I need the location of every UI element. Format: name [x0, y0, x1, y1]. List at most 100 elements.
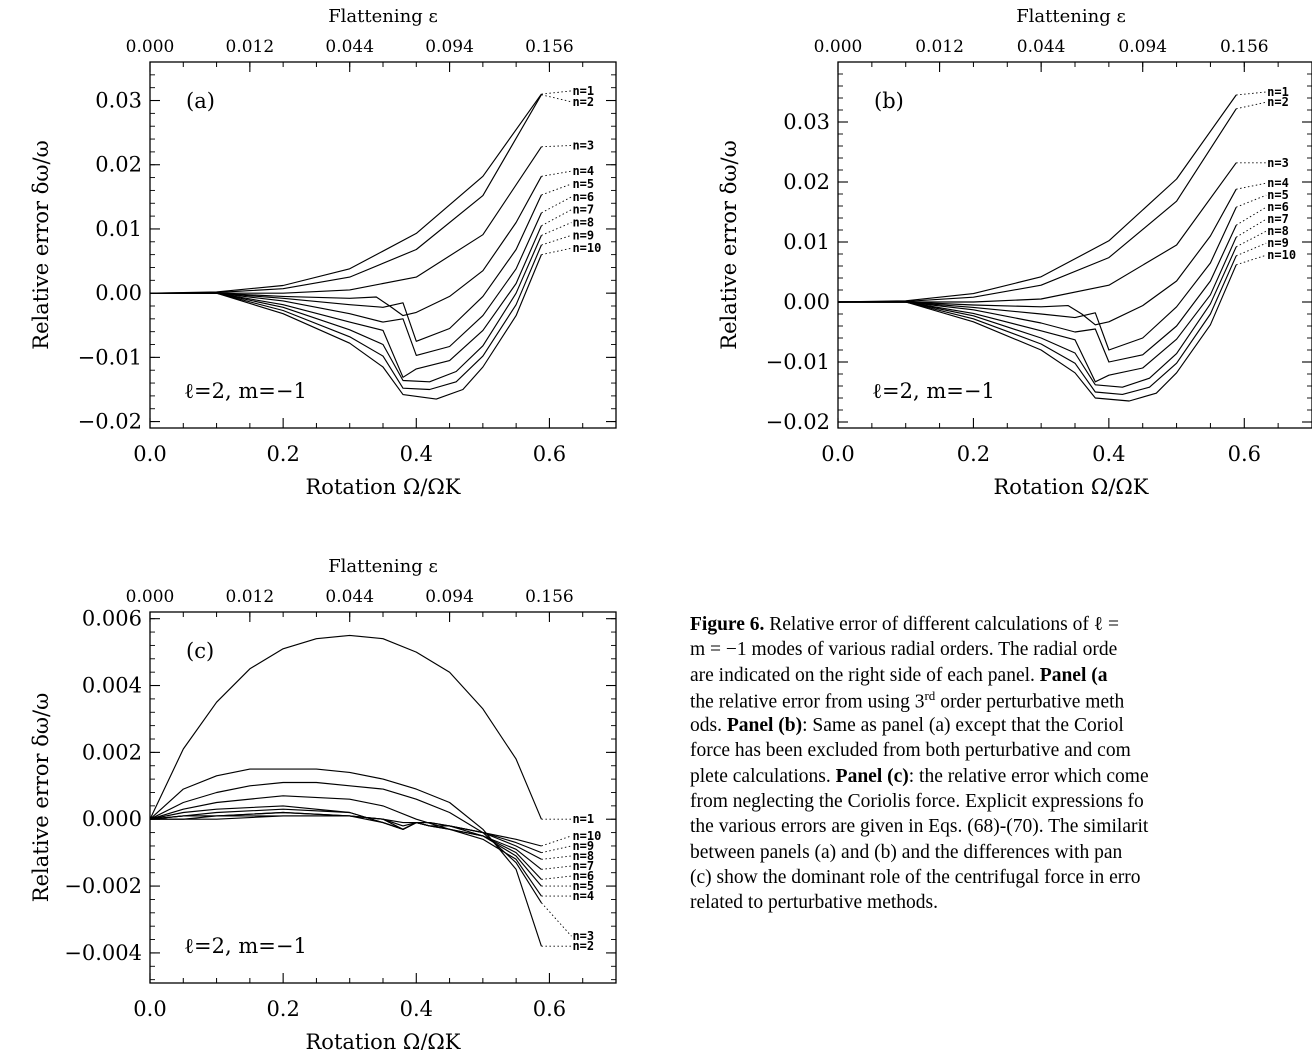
- series-label-n=4: n=4: [572, 164, 594, 178]
- panel-label: (a): [186, 89, 215, 113]
- series-label-n=8: n=8: [572, 216, 594, 230]
- series-line-n=4: [150, 176, 542, 317]
- series-line-n=2: [149, 94, 542, 294]
- parameter-annotation: ℓ=2, m=−1: [184, 934, 307, 958]
- top-tick-label: 0.156: [525, 37, 574, 57]
- x-tick-label: 0.0: [133, 442, 166, 466]
- top-tick-label: 0.094: [425, 37, 474, 57]
- series-label-n=9: n=9: [1267, 236, 1289, 250]
- caption-line: are indicated on the right side of each …: [690, 663, 1312, 688]
- x-tick-label: 0.0: [133, 997, 166, 1021]
- caption-text: the various errors are given in Eqs. (68…: [690, 816, 1149, 838]
- series-label-n=3: n=3: [1267, 156, 1289, 170]
- series-line-n=5: [838, 206, 1237, 351]
- caption-line: plete calculations. Panel (c): the relat…: [690, 764, 1312, 789]
- series-leader-n=10: [1236, 254, 1267, 266]
- caption-text: : the relative error which come: [908, 765, 1149, 787]
- caption-text: Relative error of different calculations…: [764, 614, 1119, 635]
- y-tick-label: −0.002: [64, 874, 142, 898]
- series-leader-n=10: [541, 835, 572, 847]
- series-line-n=9: [150, 815, 542, 854]
- series-label-n=10: n=10: [572, 829, 601, 843]
- series-line-n=9: [838, 255, 1237, 395]
- x-axis-title: Rotation Ω/ΩK: [306, 1030, 461, 1050]
- series-label-n=9: n=9: [572, 228, 594, 242]
- y-tick-label: 0.02: [783, 170, 830, 194]
- y-tick-label: −0.01: [78, 345, 142, 369]
- x-tick-label: 0.4: [400, 997, 433, 1021]
- x-tick-label: 0.2: [266, 442, 299, 466]
- caption-text: from neglecting the Coriolis force. Expl…: [690, 791, 1144, 813]
- figure-caption: Figure 6. Relative error of different ca…: [690, 612, 1312, 916]
- y-tick-label: 0.006: [82, 607, 142, 631]
- x-axis-title: Rotation Ω/ΩK: [994, 475, 1149, 499]
- y-tick-label: 0.00: [783, 290, 830, 314]
- panel-label: (b): [874, 89, 904, 113]
- parameter-annotation: ℓ=2, m=−1: [184, 379, 307, 403]
- top-tick-label: 0.044: [325, 37, 374, 57]
- caption-text: plete calculations.: [690, 765, 836, 787]
- series-line-n=1: [149, 93, 542, 294]
- chart-panel-2: 0.0 0.2 0.4 0.6 0.000 0.012 0.044 0.094 0.156 Fla…: [29, 556, 617, 1050]
- y-tick-label: 0.004: [82, 674, 142, 698]
- y-axis-title: Relative error δω/ω: [717, 140, 741, 349]
- caption-line: the various errors are given in Eqs. (68…: [690, 814, 1312, 839]
- caption-line: Figure 6. Relative error of different ca…: [690, 612, 1312, 637]
- series-leader-n=1: [1236, 91, 1267, 96]
- series-label-n=2: n=2: [1267, 95, 1289, 109]
- chart-panel-1: 0.0 0.2 0.4 0.6 0.000 0.012 0.044 0.094 0.156 Fla…: [717, 6, 1312, 499]
- plot-frame: [149, 611, 617, 984]
- caption-line: related to perturbative methods.: [690, 890, 1312, 915]
- series-label-n=3: n=3: [572, 929, 594, 943]
- series-line-n=10: [838, 264, 1237, 402]
- x-tick-label: 0.2: [266, 997, 299, 1021]
- series-label-n=2: n=2: [572, 939, 594, 953]
- caption-text: the relative error from using 3: [690, 691, 925, 713]
- caption-line: ods. Panel (b): Same as panel (a) except…: [690, 713, 1312, 738]
- caption-text: order perturbative meth: [935, 691, 1125, 713]
- series-leader-n=8: [1235, 230, 1267, 248]
- y-tick-label: 0.03: [783, 110, 830, 134]
- x-tick-label: 0.6: [533, 442, 566, 466]
- y-tick-label: 0.01: [95, 217, 142, 241]
- x-tick-label: 0.2: [957, 442, 990, 466]
- series-leader-n=8: [541, 855, 572, 860]
- series-leader-n=7: [541, 209, 572, 227]
- y-tick-label: −0.01: [766, 350, 830, 374]
- series-label-n=4: n=4: [572, 889, 594, 903]
- top-tick-label: 0.012: [226, 587, 275, 607]
- top-tick-label: 0.156: [1220, 37, 1269, 57]
- series-leader-n=9: [541, 234, 572, 246]
- series-line-n=8: [150, 235, 542, 383]
- series-line-n=2: [149, 768, 542, 947]
- caption-text: force has been excluded from both pertur…: [690, 740, 1131, 762]
- series-label-n=6: n=6: [1267, 200, 1289, 214]
- series-line-n=5: [149, 805, 542, 887]
- y-axis-title: Relative error δω/ω: [29, 693, 53, 902]
- y-tick-label: 0.01: [783, 230, 830, 254]
- series-leader-n=7: [1235, 218, 1267, 238]
- series-leader-n=6: [1235, 206, 1267, 226]
- y-tick-label: −0.02: [78, 410, 142, 434]
- series-leader-n=5: [1235, 194, 1267, 208]
- series-label-n=8: n=8: [572, 849, 594, 863]
- top-tick-label: 0.044: [325, 587, 374, 607]
- series-leader-n=4: [541, 170, 572, 177]
- top-tick-label: 0.012: [226, 37, 275, 57]
- series-line-n=7: [150, 225, 542, 378]
- y-tick-label: 0.00: [95, 281, 142, 305]
- caption-text: related to perturbative methods.: [690, 892, 938, 914]
- x-tick-label: 0.4: [400, 442, 433, 466]
- series-label-n=5: n=5: [572, 177, 594, 191]
- caption-line: from neglecting the Coriolis force. Expl…: [690, 789, 1312, 814]
- series-label-n=10: n=10: [1267, 248, 1296, 262]
- series-leader-n=6: [541, 196, 572, 214]
- series-line-n=9: [150, 244, 542, 391]
- series-line-n=6: [150, 212, 542, 356]
- top-tick-label: 0.094: [1118, 37, 1167, 57]
- series-line-n=2: [837, 108, 1237, 303]
- y-tick-label: 0.000: [82, 807, 142, 831]
- series-leader-n=4: [1236, 182, 1267, 190]
- series-leader-n=9: [1235, 242, 1267, 257]
- series-line-n=4: [149, 795, 542, 897]
